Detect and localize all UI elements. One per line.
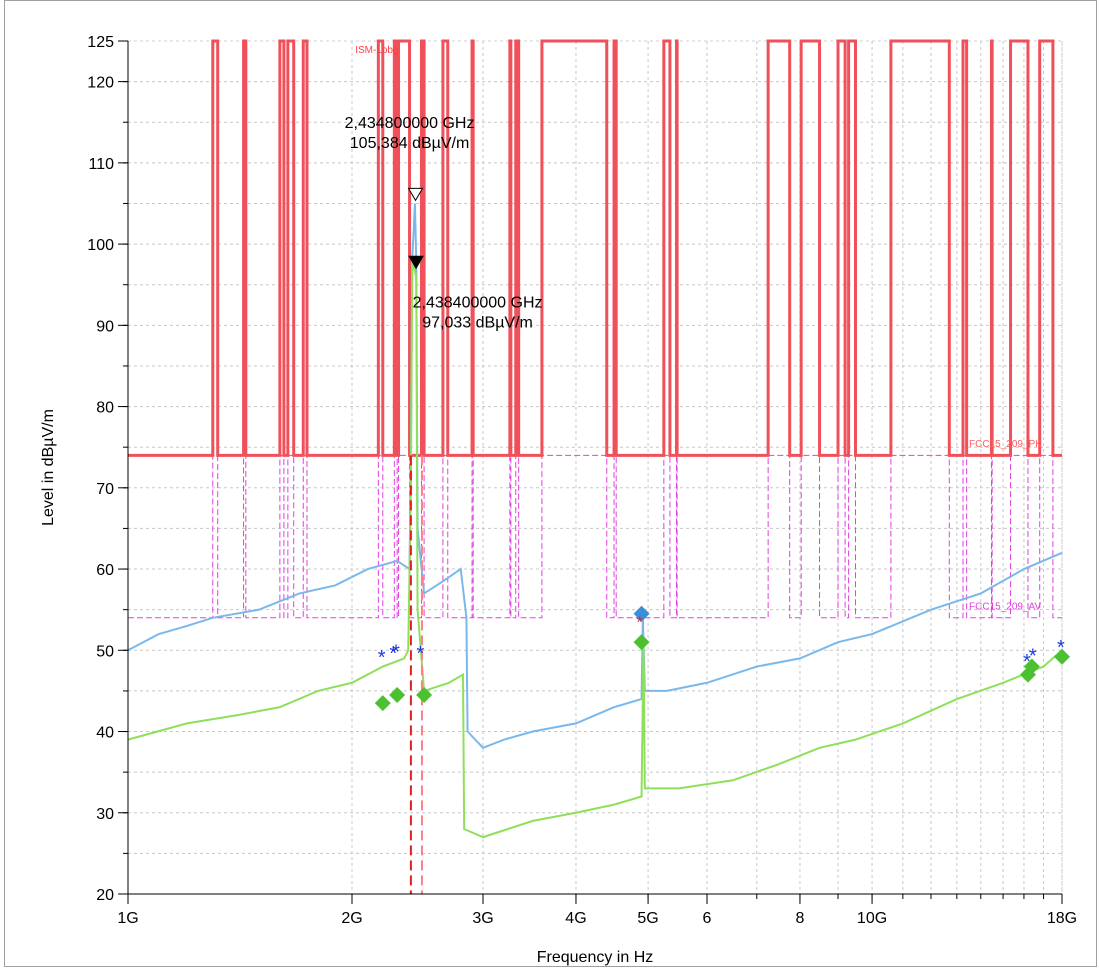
avg-final-diamond bbox=[1054, 648, 1070, 665]
y-tick-label: 60 bbox=[96, 562, 114, 579]
x-tick-label: 6 bbox=[703, 910, 712, 927]
marker-frequency: 2,434800000 GHz bbox=[345, 115, 475, 132]
avg-final-diamond bbox=[389, 686, 406, 703]
x-tick-label: 1G bbox=[117, 910, 138, 927]
y-axis-title: Level in dBµV/m bbox=[40, 409, 57, 526]
grid-layer bbox=[127, 40, 1063, 895]
markers: 2,434800000 GHz 105,384 dBµV/m 2,438400000… bbox=[345, 115, 543, 331]
pk-final-star: * bbox=[1057, 637, 1065, 659]
pk-final-star: * bbox=[1023, 651, 1031, 673]
marker-level: 97,033 dBµV/m bbox=[422, 314, 533, 331]
x-tick-label: 2G bbox=[341, 910, 362, 927]
limit-label: FCC15_209_PK bbox=[969, 439, 1042, 450]
axes: 20 30 40 50 60 70 80 90 100 110 120 125 1G 2G 3G 4G 5G 6 8… bbox=[40, 34, 1077, 966]
y-tick-label: 100 bbox=[87, 237, 114, 254]
y-tick-label: 120 bbox=[87, 75, 114, 92]
y-tick-label: 110 bbox=[88, 156, 114, 173]
plot-border bbox=[127, 40, 1063, 895]
y-tick-label: 50 bbox=[96, 643, 114, 660]
limit-label: FCC15_209_AV bbox=[969, 602, 1041, 613]
y-tick-label: 125 bbox=[87, 34, 114, 51]
peak-trace bbox=[127, 203, 1063, 749]
pk-final-star: * bbox=[1029, 645, 1037, 667]
pk-final-diamond bbox=[633, 605, 650, 622]
y-tick-label: 80 bbox=[96, 400, 114, 417]
marker-triangle bbox=[407, 187, 424, 202]
avg-final-diamond bbox=[374, 695, 391, 712]
avg-final-diamond bbox=[416, 686, 433, 703]
marker-level: 105,384 dBµV/m bbox=[350, 135, 470, 152]
limit-label: ISM-Lobg bbox=[355, 45, 398, 56]
x-tick-label: 18G bbox=[1047, 910, 1077, 927]
limit-line-pk bbox=[128, 39, 1062, 457]
y-tick-label: 90 bbox=[96, 318, 114, 335]
pk-final-star: * bbox=[378, 647, 386, 669]
marker-frequency: 2,438400000 GHz bbox=[413, 294, 543, 311]
y-tick-label: 70 bbox=[96, 481, 114, 498]
x-tick-label: 10G bbox=[857, 910, 887, 927]
y-tick-label: 40 bbox=[96, 725, 114, 742]
red-star: * bbox=[637, 614, 643, 631]
x-axis-title: Frequency in Hz bbox=[537, 949, 654, 966]
limit-lines: ISM-Lobg FCC15_209_PK FCC15_209_AV bbox=[128, 39, 1062, 619]
y-tick-label: 20 bbox=[96, 887, 114, 904]
data-series bbox=[127, 203, 1063, 894]
avg-final-diamond bbox=[633, 634, 650, 651]
pk-final-star: * bbox=[416, 643, 424, 665]
y-tick-label: 30 bbox=[96, 806, 114, 823]
pk-final-star: * bbox=[389, 643, 397, 665]
chart-frame: ISM-Lobg FCC15_209_PK FCC15_209_AV * * * * * * *… bbox=[4, 0, 1097, 967]
marker-triangle bbox=[408, 255, 424, 270]
average-trace bbox=[127, 260, 1063, 839]
limit-line-av bbox=[128, 454, 1062, 619]
avg-final-diamond bbox=[1023, 658, 1040, 675]
x-tick-label: 3G bbox=[472, 910, 493, 927]
final-points: ** ** * ** * bbox=[374, 605, 1070, 712]
x-tick-label: 5G bbox=[637, 910, 658, 927]
x-tick-label: 8 bbox=[796, 910, 805, 927]
pk-final-star: * bbox=[392, 641, 400, 663]
x-tick-label: 4G bbox=[565, 910, 586, 927]
